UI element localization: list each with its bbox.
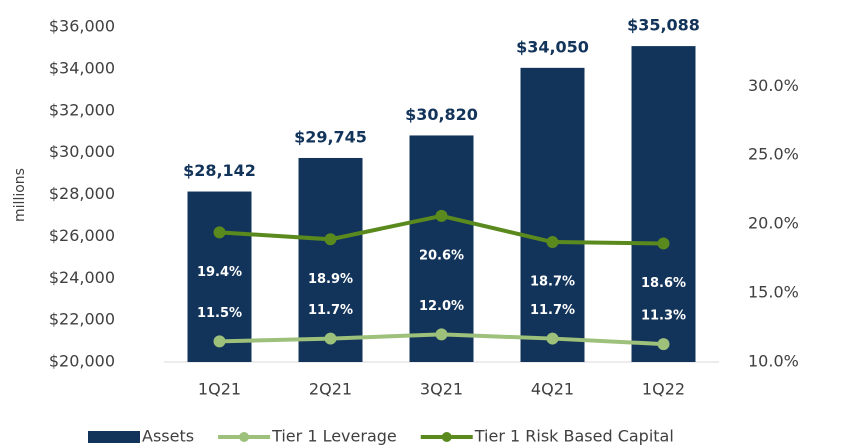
line-value-label: 11.5% <box>197 306 242 321</box>
line-value-label: 18.9% <box>308 272 353 287</box>
bar <box>631 46 696 362</box>
bar-value-label: $30,820 <box>405 105 478 124</box>
y-tick-label: $24,000 <box>49 268 115 287</box>
line-value-label: 18.7% <box>530 275 575 290</box>
line-value-label: 18.6% <box>641 276 686 291</box>
x-tick-label: 4Q21 <box>531 380 574 399</box>
legend-label: Assets <box>142 427 194 446</box>
line-value-label: 11.3% <box>641 309 686 324</box>
y-tick-label: $20,000 <box>49 352 115 371</box>
line-marker <box>546 332 559 345</box>
y2-tick-label: 20.0% <box>748 214 799 233</box>
bar-value-label: $29,745 <box>294 127 367 146</box>
line-marker <box>324 233 337 246</box>
y-tick-label: $22,000 <box>49 310 115 329</box>
y2-tick-label: 10.0% <box>748 352 799 371</box>
line-value-label: 11.7% <box>530 303 575 318</box>
legend-swatch <box>239 432 250 442</box>
line-value-label: 11.7% <box>308 303 353 318</box>
line-marker <box>546 236 559 249</box>
bar <box>520 67 585 362</box>
y-tick-label: $36,000 <box>49 17 115 36</box>
legend-label: Tier 1 Risk Based Capital <box>474 427 674 446</box>
y-tick-label: $30,000 <box>49 142 115 161</box>
y2-tick-label: 25.0% <box>748 145 799 164</box>
y-axis-label: millions <box>12 168 28 222</box>
bar <box>187 191 252 362</box>
line-marker <box>657 237 670 250</box>
bar-value-label: $28,142 <box>183 161 256 180</box>
line-value-label: 20.6% <box>419 248 464 263</box>
legend-swatch <box>88 431 140 443</box>
bar <box>409 135 474 362</box>
bar-value-label: $34,050 <box>516 37 589 56</box>
legend-label: Tier 1 Leverage <box>271 427 397 446</box>
legend-swatch <box>441 432 452 442</box>
x-tick-label: 1Q22 <box>642 380 685 399</box>
line-value-label: 12.0% <box>419 299 464 314</box>
line-marker <box>213 335 226 348</box>
y2-tick-label: 15.0% <box>748 283 799 302</box>
y-tick-label: $28,000 <box>49 184 115 203</box>
line-marker <box>213 226 226 239</box>
y2-tick-label: 30.0% <box>748 76 799 95</box>
bar-value-label: $35,088 <box>627 16 700 35</box>
y-tick-label: $32,000 <box>49 100 115 119</box>
x-tick-label: 2Q21 <box>309 380 352 399</box>
x-tick-label: 3Q21 <box>420 380 463 399</box>
bar <box>298 157 363 362</box>
line-value-label: 19.4% <box>197 265 242 280</box>
line-marker <box>657 338 670 351</box>
line-marker <box>435 328 448 341</box>
y-tick-label: $34,000 <box>49 58 115 77</box>
line-marker <box>324 332 337 345</box>
y-tick-label: $26,000 <box>49 226 115 245</box>
line-marker <box>435 209 448 222</box>
x-tick-label: 1Q21 <box>198 380 241 399</box>
